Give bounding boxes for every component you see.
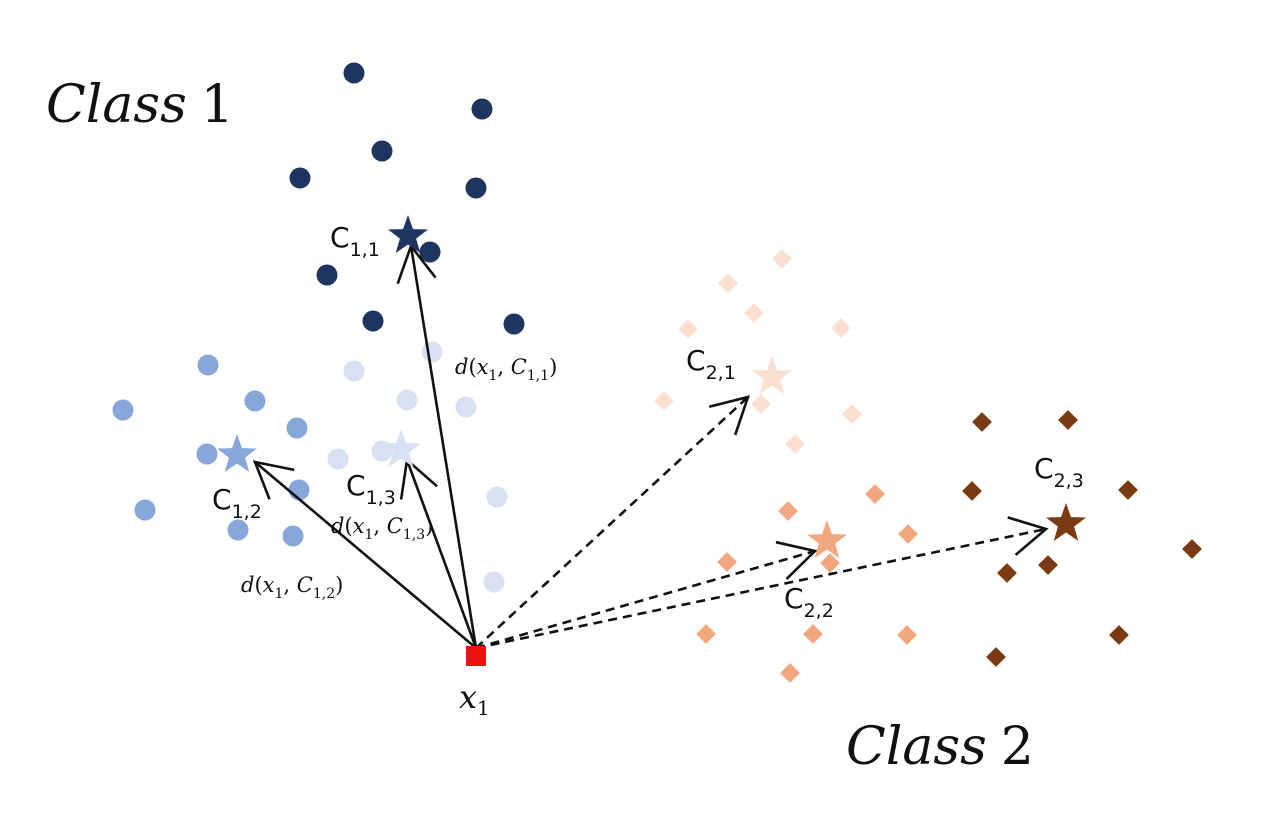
data-point-c23-3	[962, 481, 982, 501]
distance-arrow-c23	[475, 516, 1049, 650]
data-point-c11-2	[471, 98, 493, 120]
data-point-c22-9	[780, 663, 800, 683]
data-point-c21-9	[785, 434, 805, 454]
data-point-c21-5	[831, 318, 851, 338]
distance-arrows	[252, 243, 1049, 650]
data-point-c11-9	[503, 313, 525, 335]
query-point-marker	[466, 646, 486, 666]
data-point-c22-1	[865, 484, 885, 504]
data-point-c21-2	[718, 273, 738, 293]
distance-arrow-c12	[252, 460, 477, 649]
data-point-c23-5	[1182, 539, 1202, 559]
data-points	[112, 62, 1202, 683]
data-point-c23-4	[1118, 480, 1138, 500]
distance-arrow-c13	[399, 457, 478, 649]
distance-label-c13: d(x1, C1,3)	[331, 514, 433, 543]
centroid-star-c13	[381, 429, 421, 467]
centroid-label-c11: C1,1	[330, 221, 380, 261]
data-point-c23-9	[986, 647, 1006, 667]
data-point-c22-2	[778, 501, 798, 521]
data-point-c12-2	[112, 399, 134, 421]
distance-arrow-c22	[475, 540, 818, 650]
data-point-c12-3	[244, 390, 266, 412]
centroid-star-c21	[752, 356, 792, 394]
centroid-star-c12	[217, 434, 257, 472]
data-point-c13-2	[343, 360, 365, 382]
data-point-c12-4	[286, 417, 308, 439]
data-point-c11-6	[419, 241, 441, 263]
class-2-title: Class 2	[846, 717, 1034, 777]
data-point-c22-6	[696, 624, 716, 644]
data-point-c22-5	[820, 553, 840, 573]
centroid-label-c13: C1,3	[346, 469, 396, 509]
data-point-c11-8	[362, 310, 384, 332]
data-point-c11-7	[316, 264, 338, 286]
data-point-c23-8	[1109, 625, 1129, 645]
data-point-c21-4	[678, 319, 698, 339]
data-point-c11-5	[465, 177, 487, 199]
centroids	[217, 215, 1086, 558]
data-point-c12-5	[196, 443, 218, 465]
centroid-star-c22	[807, 520, 847, 558]
data-point-c12-8	[227, 519, 249, 541]
class-1-title: Class 1	[46, 75, 234, 135]
data-point-c13-7	[486, 486, 508, 508]
data-point-c13-3	[396, 389, 418, 411]
distance-label-c11: d(x1, C1,1)	[455, 355, 557, 384]
centroid-label-c12: C1,2	[212, 483, 262, 523]
data-point-c22-3	[898, 524, 918, 544]
data-point-c11-4	[289, 167, 311, 189]
data-point-c13-8	[483, 571, 505, 593]
centroid-label-c21: C2,1	[686, 344, 736, 384]
data-point-c12-1	[197, 354, 219, 376]
data-point-c13-1	[421, 341, 443, 363]
data-point-c21-8	[842, 404, 862, 424]
data-point-c21-6	[654, 391, 674, 411]
data-point-c23-1	[972, 412, 992, 432]
data-point-c23-2	[1058, 410, 1078, 430]
data-point-c13-6	[327, 448, 349, 470]
query-point-label: x1	[459, 678, 490, 720]
data-point-c12-9	[282, 525, 304, 547]
data-point-c12-7	[134, 499, 156, 521]
centroid-star-c11	[388, 215, 428, 253]
data-point-c21-1	[772, 249, 792, 269]
centroid-label-c22: C2,2	[784, 582, 834, 622]
centroid-star-c23	[1046, 503, 1086, 541]
data-point-c22-8	[897, 625, 917, 645]
data-point-c22-7	[803, 624, 823, 644]
data-point-c22-4	[717, 552, 737, 572]
data-point-c21-3	[744, 303, 764, 323]
data-point-c13-4	[455, 396, 477, 418]
data-point-c21-7	[751, 394, 771, 414]
data-point-c23-6	[1038, 555, 1058, 575]
data-point-c11-3	[371, 140, 393, 162]
data-point-c11-1	[343, 62, 365, 84]
centroid-label-c23: C2,3	[1034, 452, 1084, 492]
data-point-c23-7	[997, 563, 1017, 583]
distance-label-c12: d(x1, C1,2)	[241, 573, 343, 602]
distance-arrow-c21	[475, 395, 750, 649]
